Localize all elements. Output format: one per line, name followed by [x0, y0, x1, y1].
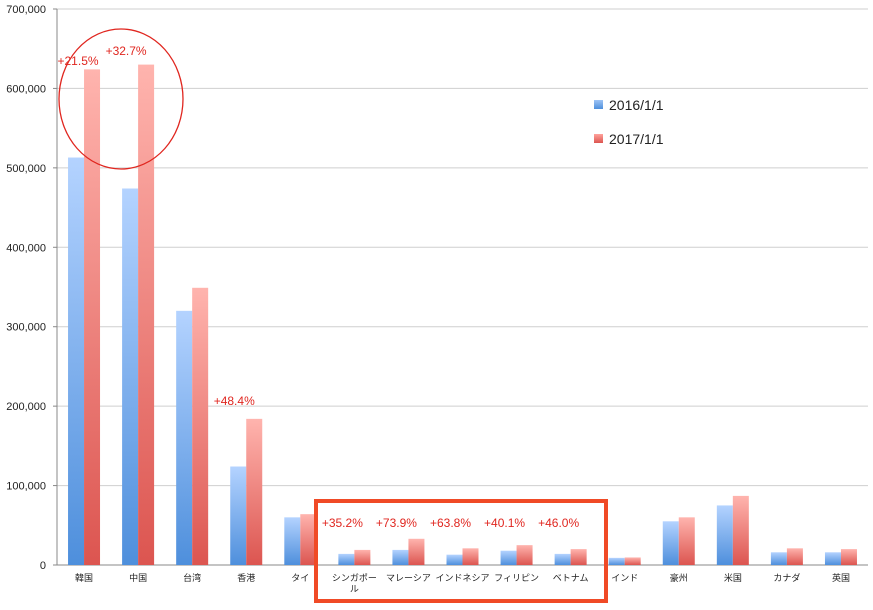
y-tick-labels: 0 100,000 200,000 300,000 400,000 500,000 600,… [6, 4, 46, 572]
bar-2016 [68, 157, 85, 565]
growth-annotation: +73.9% [376, 516, 417, 530]
y-tick-label: 200,000 [6, 401, 46, 413]
annotations: +21.5% +32.7% +48.4% +35.2% +73.9% +63.8% +40.… [58, 28, 608, 603]
bar-2017 [462, 548, 479, 565]
bar-2017 [300, 514, 317, 565]
bar-2016 [662, 521, 679, 565]
highlight-box [314, 499, 608, 603]
x-tick-label: ベトナム [553, 573, 589, 584]
bar-2016 [122, 188, 139, 565]
bar-2017 [678, 517, 695, 565]
bar-2016 [554, 553, 571, 565]
x-tick-label: 中国 [129, 572, 147, 584]
x-tick-label: カナダ [773, 572, 800, 584]
bar-2017 [624, 557, 641, 565]
bar-2016 [446, 554, 463, 565]
growth-annotation: +32.7% [106, 44, 147, 58]
y-tick-label: 400,000 [6, 242, 46, 254]
bar-2016 [500, 550, 517, 565]
x-tick-label: 韓国 [75, 573, 93, 584]
bar-2016 [824, 552, 841, 565]
growth-annotation: +35.2% [322, 516, 363, 530]
legend-label: 2016/1/1 [609, 97, 664, 113]
x-tick-label: インド [611, 574, 638, 584]
bar-2017 [516, 545, 533, 565]
bar-2016 [716, 505, 733, 565]
bars [68, 64, 857, 565]
x-tick-label: シンガポー [332, 573, 377, 584]
x-tick-label: 英国 [832, 572, 850, 584]
legend-swatch [594, 100, 603, 109]
y-tick-label: 100,000 [6, 481, 46, 493]
x-tick-label: フィリピン [494, 573, 539, 584]
y-tick-label: 500,000 [6, 163, 46, 175]
bar-2017 [570, 549, 587, 565]
bar-2017 [408, 538, 425, 565]
y-tick-label: 0 [40, 560, 46, 572]
x-tick-label: ル [350, 585, 359, 595]
bar-2016 [338, 553, 355, 565]
bar-2016 [770, 552, 787, 565]
growth-annotation: +46.0% [538, 516, 579, 530]
y-tick-label: 300,000 [6, 322, 46, 334]
bar-2016 [392, 549, 409, 565]
growth-annotation: +21.5% [58, 54, 99, 68]
bar-2017 [354, 549, 371, 565]
growth-annotation: +63.8% [430, 516, 471, 530]
legend-label: 2017/1/1 [609, 131, 664, 147]
highlight-ellipse [58, 28, 184, 170]
y-tick-label: 600,000 [6, 83, 46, 95]
bar-2017 [84, 69, 101, 565]
bar-2017 [138, 64, 155, 565]
x-tick-label: タイ [291, 573, 309, 584]
legend-swatch [594, 134, 603, 143]
growth-annotation: +40.1% [484, 516, 525, 530]
bar-2016 [176, 310, 193, 565]
bar-2016 [284, 517, 301, 565]
x-tick-label: マレーシア [386, 574, 431, 584]
x-tick-label: 米国 [724, 572, 742, 584]
gridlines [53, 8, 868, 566]
x-tick-label: インドネシア [435, 573, 489, 584]
x-tick-label: 香港 [237, 572, 255, 584]
x-tick-label: 台湾 [183, 572, 201, 584]
bar-2017 [246, 418, 263, 565]
bar-2017 [732, 495, 749, 565]
growth-annotation: +48.4% [214, 394, 255, 408]
legend: 2016/1/1 2017/1/1 [594, 97, 664, 147]
x-tick-label: 豪州 [670, 572, 688, 584]
bar-2017 [840, 549, 857, 565]
bar-2017 [192, 287, 209, 565]
y-tick-label: 700,000 [6, 4, 46, 16]
bar-2016 [608, 557, 625, 565]
bar-2016 [230, 466, 247, 565]
bar-2017 [786, 548, 803, 565]
